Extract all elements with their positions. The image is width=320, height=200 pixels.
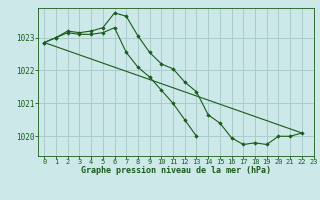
X-axis label: Graphe pression niveau de la mer (hPa): Graphe pression niveau de la mer (hPa): [81, 166, 271, 175]
